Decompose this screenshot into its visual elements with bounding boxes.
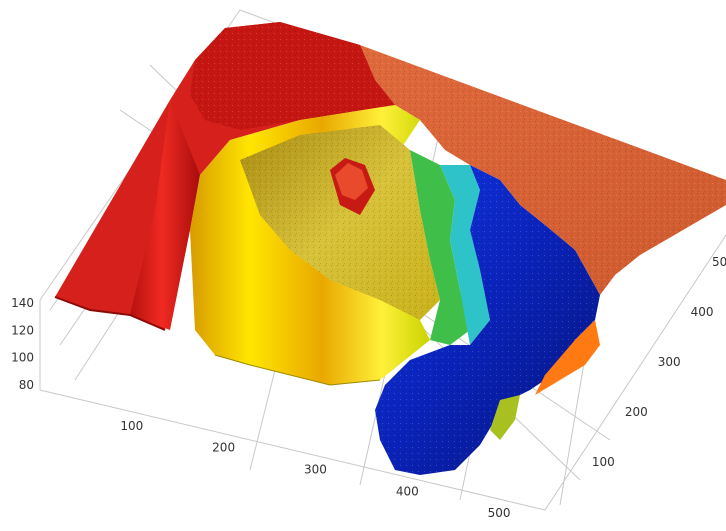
y-tick-label: 200 — [625, 405, 648, 419]
cyan-band — [440, 165, 490, 345]
left-cliff — [130, 100, 200, 330]
z-tick-label: 140 — [11, 296, 34, 310]
x-tick-label: 500 — [488, 506, 511, 520]
z-tick-label: 80 — [19, 378, 34, 392]
green-band — [410, 150, 470, 345]
y-tick-label: 100 — [592, 455, 615, 469]
x-tick-label: 100 — [120, 419, 143, 433]
y-tick-label: 300 — [658, 355, 681, 369]
x-axis: 100 200 300 400 500 — [120, 419, 510, 520]
y-tick-label: 400 — [691, 305, 714, 319]
x-tick-label: 400 — [396, 484, 419, 498]
z-axis: 80 100 120 140 — [11, 296, 34, 392]
z-tick-label: 100 — [11, 351, 34, 365]
orange-rim — [535, 320, 600, 395]
y-axis: 100 200 300 400 500 — [592, 255, 726, 469]
z-tick-label: 120 — [11, 323, 34, 337]
y-tick-label: 500 — [712, 255, 726, 269]
x-tick-label: 200 — [212, 441, 235, 455]
x-tick-label: 300 — [304, 462, 327, 476]
